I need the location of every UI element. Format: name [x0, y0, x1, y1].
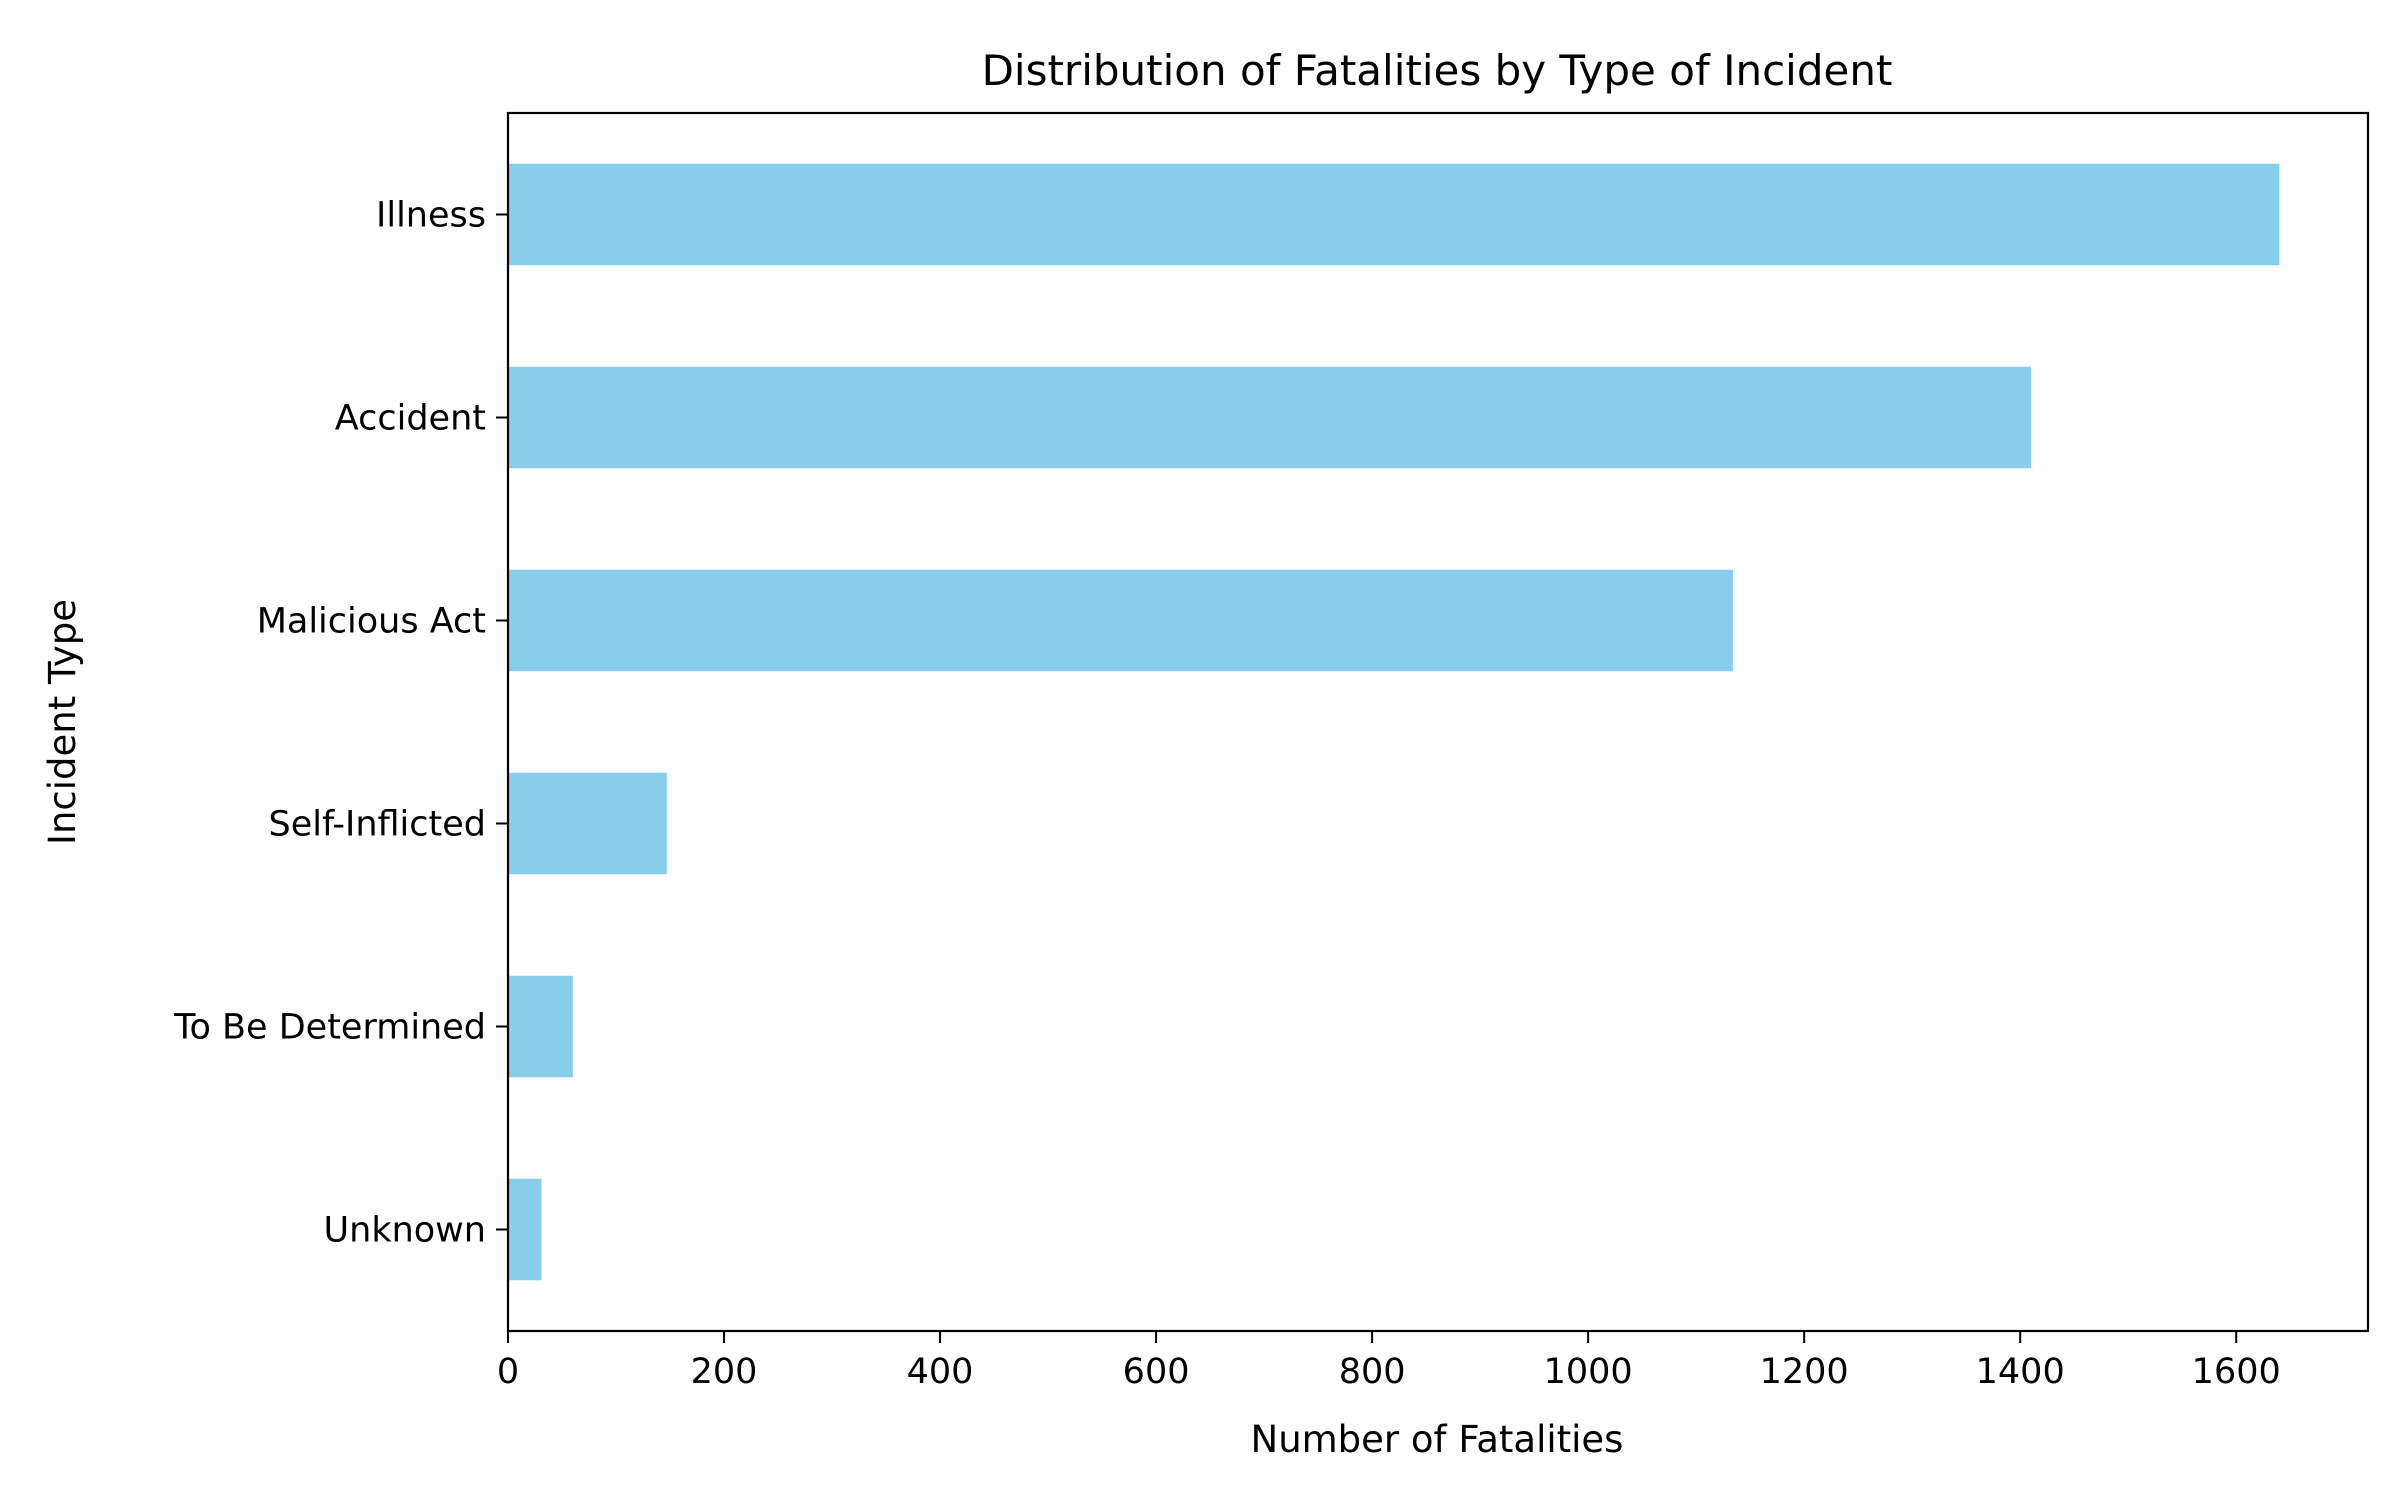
bar-accident [508, 366, 2031, 469]
bar-malicious-act [508, 569, 1733, 672]
x-tick-label: 1000 [1544, 1352, 1633, 1392]
plot-frame [506, 111, 2370, 1333]
x-axis-ticks: 0 200 400 600 800 1000 1200 1400 1600 [497, 1331, 2281, 1392]
chart-title: Distribution of Fatalities by Type of In… [982, 46, 1893, 95]
bar-illness [508, 163, 2280, 266]
y-tick-label: Accident [335, 399, 486, 439]
x-tick-label: 1200 [1760, 1352, 1849, 1392]
x-tick-label: 0 [497, 1352, 519, 1392]
bars-group [508, 163, 2280, 1281]
y-tick-label: Self-Inflicted [268, 805, 486, 845]
y-axis-label: Incident Type [41, 599, 84, 845]
y-tick-label: Unknown [324, 1211, 486, 1251]
y-tick-label: Malicious Act [257, 602, 486, 642]
x-tick-label: 400 [907, 1352, 974, 1392]
x-tick-label: 1600 [2192, 1352, 2281, 1392]
bar-to-be-determined [508, 975, 573, 1078]
x-tick-label: 1400 [1976, 1352, 2065, 1392]
y-tick-label: To Be Determined [173, 1008, 486, 1048]
bar-self-inflicted [508, 772, 667, 875]
bar-unknown [508, 1178, 542, 1281]
x-axis-label: Number of Fatalities [1251, 1418, 1624, 1461]
x-tick-label: 200 [691, 1352, 758, 1392]
y-tick-label: Illness [376, 196, 486, 236]
x-tick-label: 800 [1339, 1352, 1406, 1392]
y-axis-ticks: Unknown To Be Determined Self-Inflicted Mal… [173, 196, 508, 1251]
x-tick-label: 600 [1123, 1352, 1190, 1392]
